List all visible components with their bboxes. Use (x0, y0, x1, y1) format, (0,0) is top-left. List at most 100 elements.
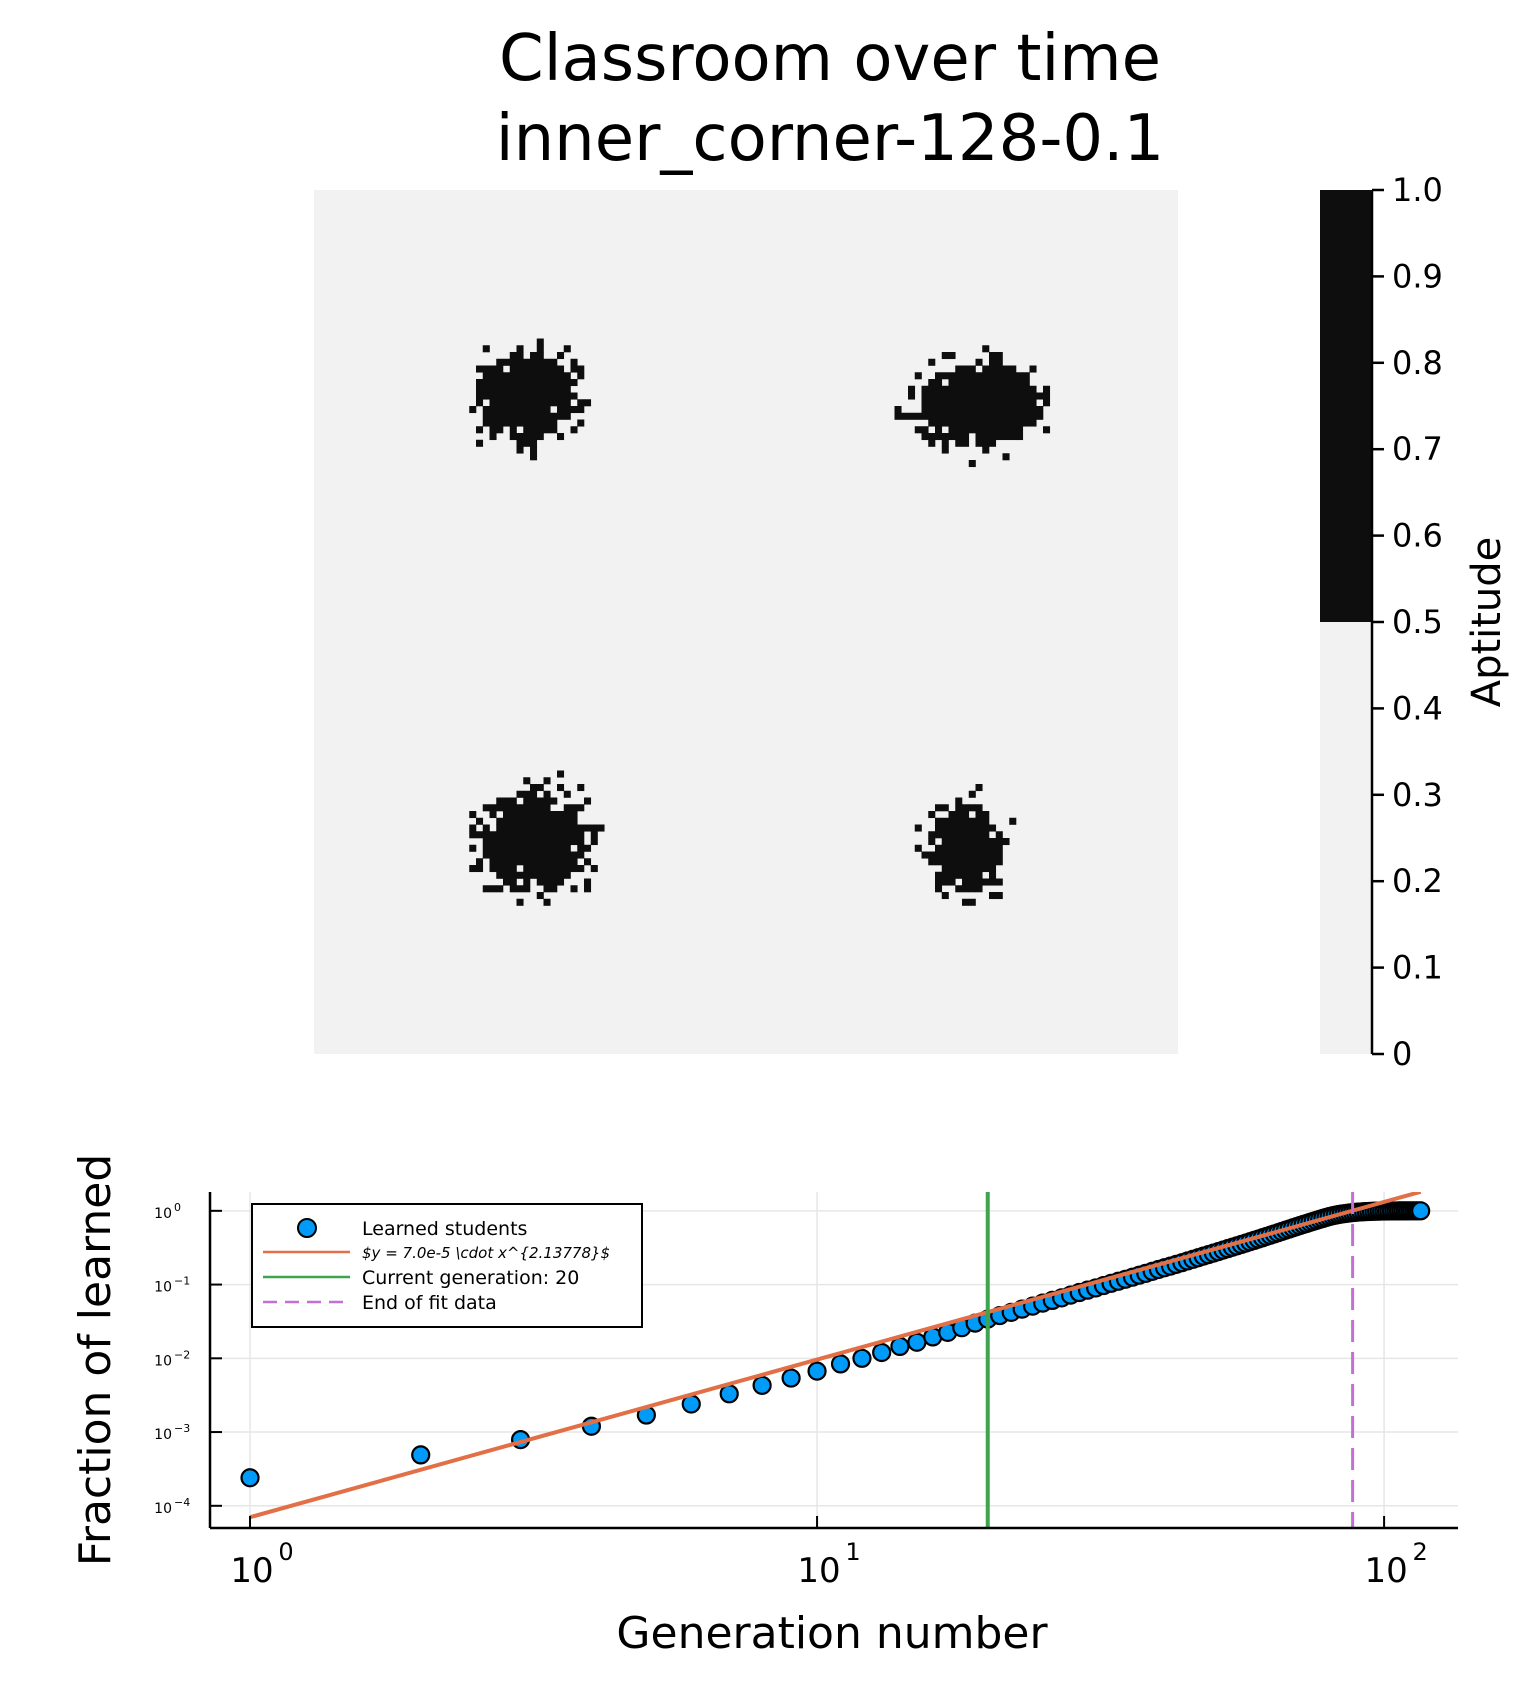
heatmap-cell (489, 372, 497, 380)
heatmap-cell (989, 871, 997, 879)
heatmap-cell (968, 865, 976, 873)
heatmap-cell (975, 399, 983, 407)
heatmap-cell (941, 439, 949, 447)
heatmap-cell (928, 412, 936, 420)
heatmap-cell (530, 446, 538, 454)
heatmap-cell (530, 797, 538, 805)
heatmap-cell (482, 412, 490, 420)
heatmap-cell (894, 412, 902, 420)
heatmap-cell (563, 790, 571, 798)
heatmap-cell (496, 851, 504, 859)
heatmap-cell (1009, 419, 1017, 427)
heatmap-cell (1016, 412, 1024, 420)
heatmap-cell (536, 345, 544, 353)
heatmap-cell (1036, 412, 1044, 420)
heatmap-cell (523, 790, 531, 798)
heatmap-cell (516, 885, 524, 893)
heatmap-cell (1009, 392, 1017, 400)
heatmap-cell (543, 797, 551, 805)
heatmap-cell (955, 851, 963, 859)
heatmap-cell (523, 777, 531, 785)
heatmap-cell (543, 419, 551, 427)
heatmap-cell (577, 865, 585, 873)
cluster-2 (894, 345, 1051, 468)
heatmap-cell (516, 406, 524, 414)
heatmap-cell (941, 838, 949, 846)
heatmap-cell (530, 865, 538, 873)
heatmap-cell (982, 399, 990, 407)
heatmap-cell (935, 392, 943, 400)
heatmap-cell (955, 439, 963, 447)
heatmap-cell (995, 352, 1003, 360)
heatmap-cell (1036, 392, 1044, 400)
heatmap-cell (570, 811, 578, 819)
heatmap-cell (982, 446, 990, 454)
colorbar-tick-label: 0.7 (1392, 430, 1443, 468)
heatmap-cell (975, 419, 983, 427)
x-axis-label: Generation number (616, 1608, 1048, 1659)
heatmap-cell (469, 811, 477, 819)
heatmap-cell (1002, 838, 1010, 846)
heatmap-cell (935, 372, 943, 380)
heatmap-cell (577, 365, 585, 373)
heatmap-cell (496, 797, 504, 805)
heatmap-cell (516, 844, 524, 852)
heatmap-cell (482, 372, 490, 380)
heatmap-cell (570, 858, 578, 866)
heatmap-cell (570, 426, 578, 434)
heatmap-cell (948, 399, 956, 407)
heatmap-cell (921, 385, 929, 393)
title-line-1: Classroom over time (499, 22, 1161, 96)
heatmap-cell (516, 811, 524, 819)
heatmap-cell (557, 871, 565, 879)
heatmap-cell (577, 804, 585, 812)
heatmap-cell (975, 851, 983, 859)
heatmap-cell (489, 811, 497, 819)
heatmap-cell (496, 392, 504, 400)
heatmap-cell (982, 858, 990, 866)
heatmap-cell (536, 817, 544, 825)
heatmap-cell (1022, 412, 1030, 420)
heatmap-cell (516, 804, 524, 812)
heatmap-cell (901, 412, 909, 420)
heatmap-cell (509, 858, 517, 866)
heatmap-cell (496, 406, 504, 414)
heatmap-cell (968, 878, 976, 886)
heatmap-cell (948, 851, 956, 859)
fit-line (249, 1192, 1422, 1520)
heatmap-cell (1002, 406, 1010, 414)
heatmap-cell (995, 392, 1003, 400)
heatmap-cell (509, 851, 517, 859)
heatmap-cell (962, 372, 970, 380)
heatmap-cell (962, 831, 970, 839)
heatmap-cell (941, 858, 949, 866)
heatmap-cell (523, 824, 531, 832)
heatmap-cell (557, 406, 565, 414)
heatmap-cell (503, 817, 511, 825)
heatmap-cell (577, 824, 585, 832)
heatmap-cell (536, 892, 544, 900)
heatmap-cell (476, 426, 484, 434)
heatmap-cell (982, 817, 990, 825)
heatmap-cell (509, 358, 517, 366)
heatmap-cell (935, 426, 943, 434)
heatmap-cell (982, 433, 990, 441)
heatmap-cell (523, 878, 531, 886)
heatmap-cell (968, 385, 976, 393)
heatmap-cell (989, 433, 997, 441)
heatmap-cell (948, 831, 956, 839)
heatmap-cell (543, 811, 551, 819)
heatmap-cell (563, 412, 571, 420)
heatmap-cell (536, 797, 544, 805)
heatmap-cell (1002, 379, 1010, 387)
heatmap-cell (523, 419, 531, 427)
heatmap-cell (995, 426, 1003, 434)
heatmap-cell (557, 844, 565, 852)
heatmap-cell (995, 838, 1003, 846)
heatmap-cell (955, 885, 963, 893)
heatmap-cell (530, 453, 538, 461)
heatmap-cell (948, 379, 956, 387)
heatmap-cell (995, 851, 1003, 859)
heatmap-panel (314, 190, 1178, 1054)
heatmap-cell (530, 844, 538, 852)
